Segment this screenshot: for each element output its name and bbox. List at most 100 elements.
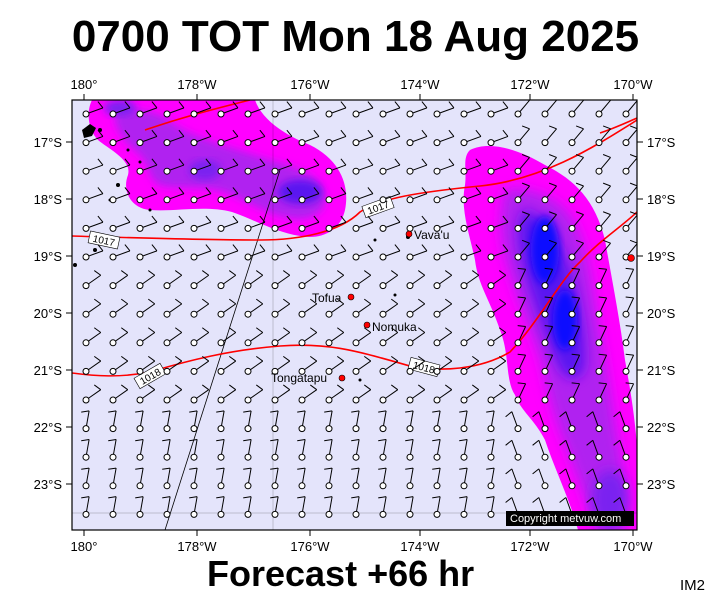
wind-station-dot [325, 253, 333, 261]
wind-station-dot [406, 425, 414, 433]
wind-station-dot [433, 110, 441, 118]
wind-station-dot [568, 453, 576, 461]
wind-barb-feather [363, 270, 372, 276]
wind-barb-feather [174, 355, 183, 362]
wind-barb-feather [625, 325, 634, 327]
wind-station-dot [514, 310, 522, 318]
wind-barb-feather [297, 467, 306, 470]
wind-barb-feather [201, 327, 210, 333]
wind-station-dot [406, 510, 414, 518]
wind-barb-feather [286, 244, 293, 252]
lat-label: 17°S [647, 135, 676, 150]
wind-barb-feather [486, 410, 495, 413]
wind-station-dot [622, 310, 630, 318]
wind-station-dot [136, 339, 144, 347]
wind-station-dot [136, 196, 144, 204]
lon-label: 176°W [290, 539, 330, 554]
wind-barb-feather [147, 270, 156, 276]
wind-station-dot [460, 339, 468, 347]
wind-barb-feather [259, 215, 266, 223]
wind-station-dot [163, 510, 171, 518]
wind-barb-feather [351, 438, 360, 442]
wind-station-dot [406, 310, 414, 318]
wind-barb-feather [147, 327, 156, 333]
wind-station-dot [217, 110, 225, 118]
wind-barb-feather [124, 101, 131, 109]
lat-label: 20°S [647, 306, 676, 321]
wind-station-dot [271, 110, 279, 118]
wind-barb-feather [625, 382, 634, 385]
wind-barb-feather [444, 327, 453, 333]
wind-barb-feather [232, 101, 239, 109]
wind-barb-feather [124, 129, 131, 137]
wind-barb-feather [147, 384, 156, 391]
wind-station-dot [271, 139, 279, 147]
wind-barb-feather [228, 298, 237, 305]
wind-station-dot [190, 396, 198, 404]
wind-station-dot [82, 196, 90, 204]
wind-station-dot [622, 453, 630, 461]
wind-station-dot [217, 139, 225, 147]
wind-station-dot [541, 453, 549, 461]
wind-barb-feather [93, 298, 102, 305]
wind-barb-feather [471, 298, 480, 305]
wind-barb-feather [201, 355, 210, 362]
isobar-label: 1017 [92, 234, 116, 249]
wind-station-dot [433, 339, 441, 347]
wind-barb-feather [548, 211, 557, 216]
wind-barb-feather [216, 438, 225, 442]
wind-station-dot [298, 253, 306, 261]
wind-station-dot [568, 339, 576, 347]
lat-label: 18°S [647, 192, 676, 207]
wind-station-dot [109, 224, 117, 232]
wind-barb-feather [120, 327, 129, 333]
wind-station-dot [514, 253, 522, 261]
wind-station-dot [109, 510, 117, 518]
wind-barbs [81, 100, 637, 518]
place-label-tofua: Tofua [312, 291, 342, 305]
wind-barb-feather [286, 215, 293, 223]
wind-barb-feather [135, 496, 144, 499]
wind-barb-feather [97, 158, 104, 166]
wind-barb-feather [571, 267, 580, 270]
wind-barb-feather [363, 327, 372, 333]
wind-barb-feather [120, 355, 129, 362]
wind-barb-feather [575, 182, 584, 187]
wind-station-dot [541, 425, 549, 433]
wind-station-dot [271, 167, 279, 175]
wind-barb-feather [502, 101, 509, 109]
wind-barb-feather [243, 467, 252, 470]
wind-station-dot [460, 510, 468, 518]
copyright-box [506, 511, 634, 526]
wind-station-dot [298, 482, 306, 490]
lat-label: 17°S [34, 135, 63, 150]
wind-barb-feather [544, 382, 553, 385]
wind-station-dot [568, 139, 576, 147]
wind-barb-feather [448, 129, 455, 137]
wind-barb-feather [351, 467, 360, 470]
wind-station-dot [379, 110, 387, 118]
wind-barb-feather [243, 496, 252, 499]
wind-barb-feather [367, 187, 374, 194]
wind-barb-feather [205, 129, 212, 137]
lat-label: 21°S [34, 363, 63, 378]
wind-barb-feather [517, 325, 526, 327]
wind-station-dot [244, 253, 252, 261]
wind-station-dot [217, 367, 225, 375]
wind-barb-feather [405, 410, 414, 413]
wind-barb-feather [309, 384, 318, 391]
wind-station-dot [271, 196, 279, 204]
lon-label: 180° [71, 539, 98, 554]
wind-barb-feather [270, 496, 279, 499]
wind-barb-feather [151, 101, 158, 109]
wind-barb-feather [282, 355, 291, 362]
wind-barb-feather [586, 468, 594, 475]
wind-station-dot [352, 453, 360, 461]
town-marker [627, 254, 635, 262]
image-code: IM2 [680, 577, 706, 594]
wind-barb-feather [147, 298, 156, 305]
wind-barb-feather [505, 497, 513, 503]
wind-barb-feather [286, 187, 293, 194]
wind-barb-feather [313, 101, 320, 109]
wind-station-dot [514, 196, 522, 204]
